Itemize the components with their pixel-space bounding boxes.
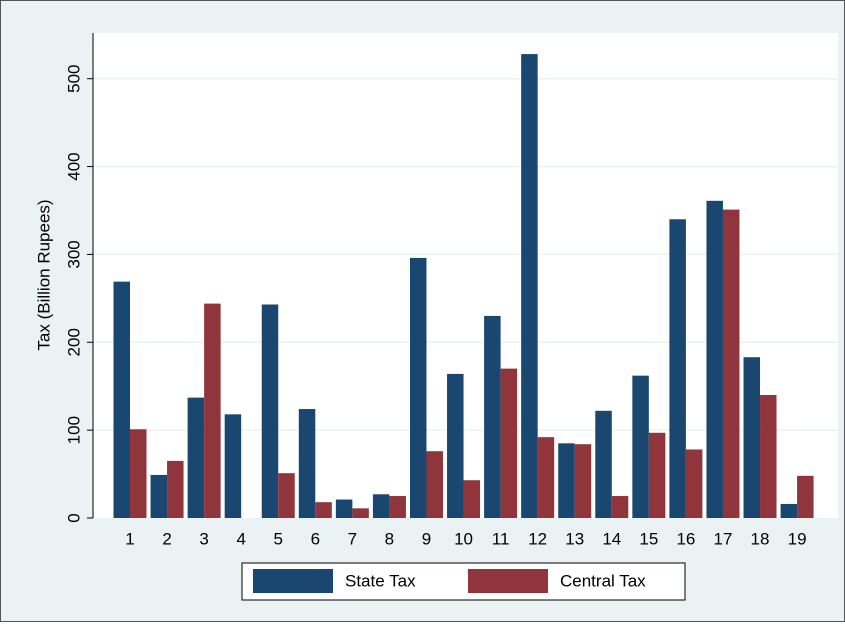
bar (278, 473, 295, 518)
x-tick-label: 13 (565, 529, 584, 548)
y-tick-label: 300 (64, 240, 83, 268)
bar (722, 209, 740, 518)
x-tick-label: 17 (713, 529, 732, 548)
x-tick-label: 2 (162, 529, 171, 548)
bar (521, 54, 538, 519)
bar (797, 475, 814, 518)
bar (648, 432, 666, 518)
x-tick-label: 1 (125, 529, 134, 548)
x-tick-label: 16 (676, 529, 695, 548)
x-tick-label: 10 (454, 529, 473, 548)
x-tick-label: 9 (422, 529, 431, 548)
bar (261, 304, 279, 518)
bar (298, 409, 316, 518)
bar (706, 200, 723, 519)
x-tick-label: 3 (199, 529, 208, 548)
bar (372, 494, 390, 518)
bar (669, 219, 686, 518)
bar (760, 394, 777, 518)
bar (743, 357, 761, 518)
bar (484, 315, 501, 518)
bar (685, 449, 703, 518)
x-tick-label: 5 (274, 529, 283, 548)
bar (352, 508, 369, 518)
bar (389, 496, 406, 518)
bar (167, 460, 184, 518)
bar (113, 281, 130, 518)
bar (632, 375, 649, 518)
bar (130, 429, 147, 518)
legend-label: State Tax (345, 571, 416, 590)
x-tick-label: 15 (639, 529, 658, 548)
bar (780, 503, 798, 518)
y-tick-label: 0 (64, 513, 83, 522)
bar (500, 368, 518, 518)
bar (204, 303, 221, 518)
x-tick-label: 4 (236, 529, 245, 548)
bar (447, 373, 464, 518)
bar (558, 443, 575, 518)
y-tick-label: 400 (64, 152, 83, 180)
x-tick-label: 6 (311, 529, 320, 548)
bar (187, 397, 205, 518)
x-tick-label: 19 (788, 529, 807, 548)
bar (595, 410, 612, 518)
x-tick-label: 8 (385, 529, 394, 548)
bar (537, 437, 555, 518)
y-tick-label: 200 (64, 328, 83, 356)
legend-swatch (468, 569, 548, 593)
bar (150, 474, 168, 518)
x-tick-label: 18 (751, 529, 770, 548)
y-tick-label: 500 (64, 65, 83, 93)
legend-label: Central Tax (560, 571, 646, 590)
x-tick-label: 14 (602, 529, 621, 548)
y-axis-label: Tax (Billion Rupees) (34, 199, 53, 350)
x-tick-label: 11 (492, 529, 510, 548)
bar (463, 480, 481, 518)
y-tick-label: 100 (64, 416, 83, 444)
x-tick-label: 7 (348, 529, 357, 548)
bar (335, 499, 353, 518)
bar (315, 502, 332, 518)
bar (574, 444, 592, 518)
legend-swatch (253, 569, 333, 593)
bar (409, 257, 427, 518)
bar (611, 496, 629, 518)
x-tick-label: 12 (528, 529, 547, 548)
bar (224, 414, 242, 518)
bar (426, 451, 443, 518)
